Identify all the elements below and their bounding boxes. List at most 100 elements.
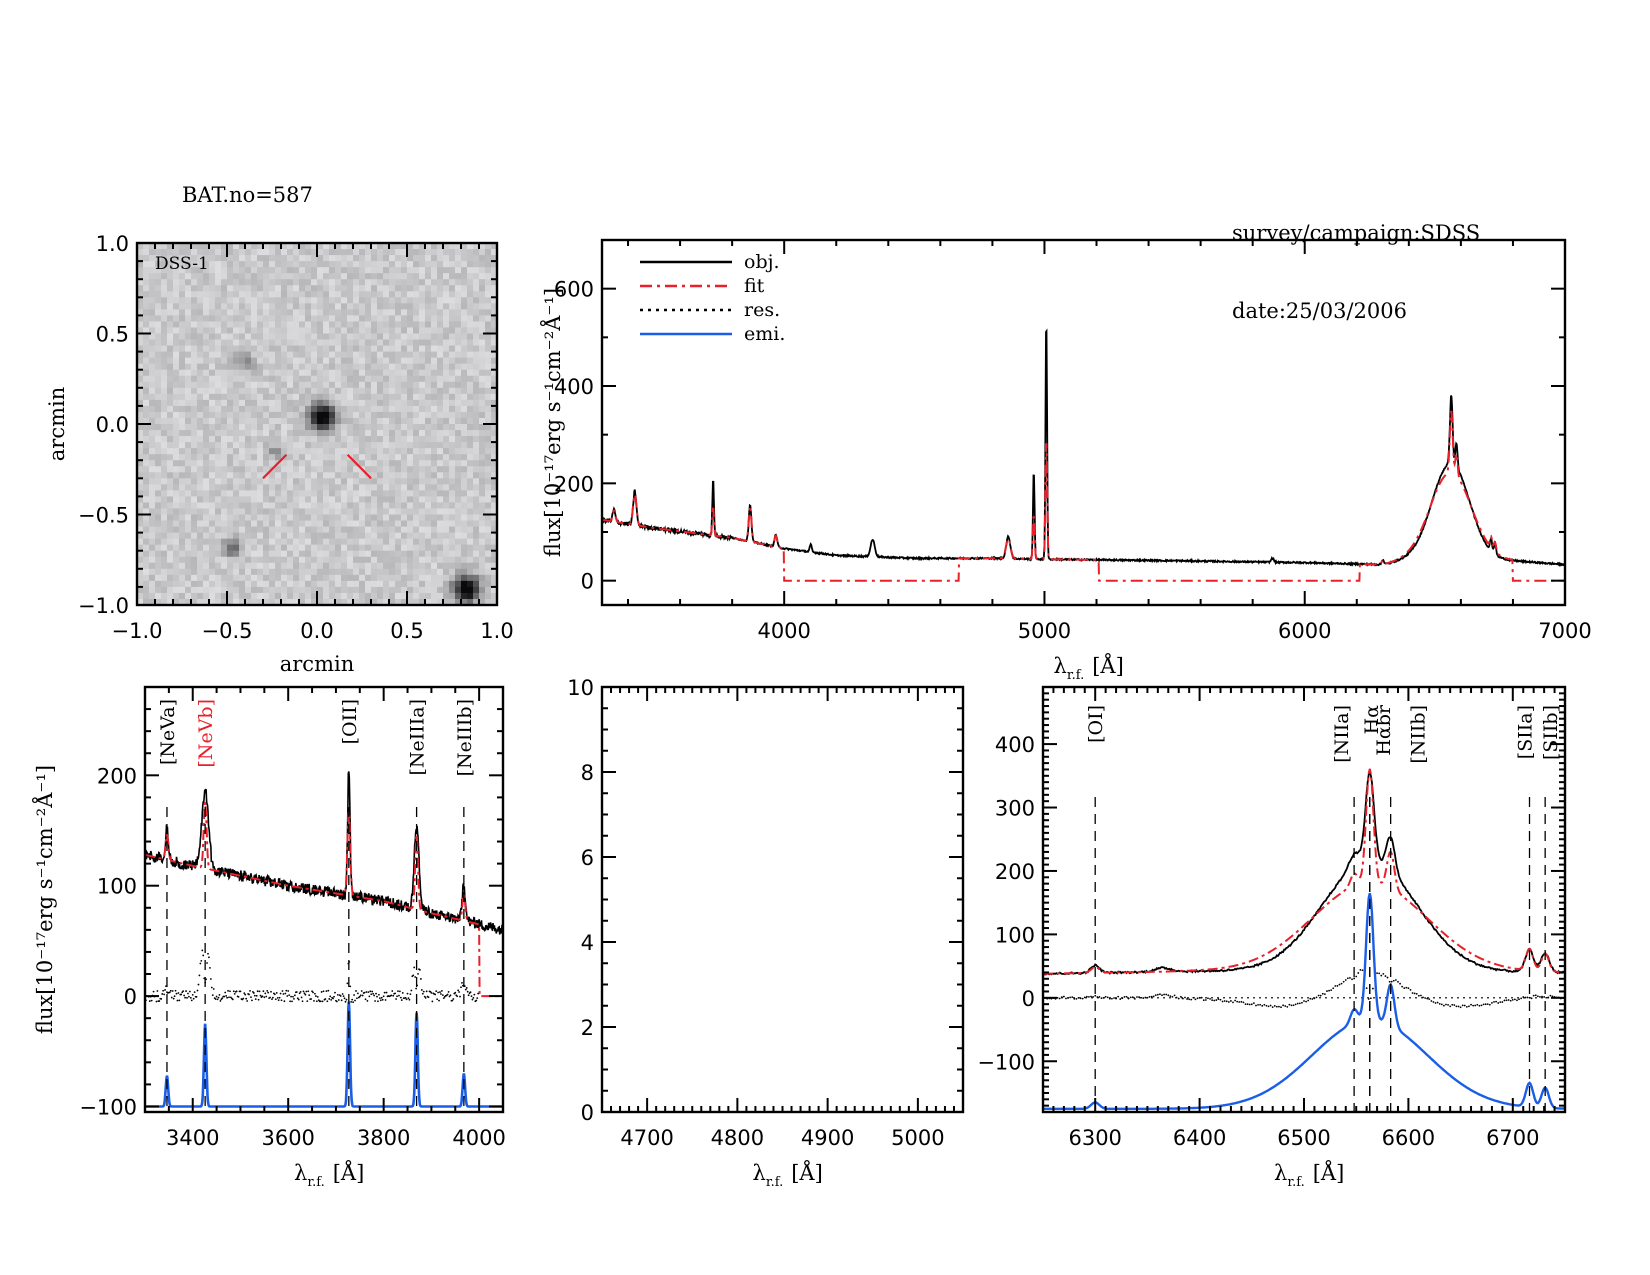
image-pixel bbox=[215, 273, 222, 280]
image-pixel bbox=[329, 279, 336, 286]
image-pixel bbox=[191, 538, 198, 546]
residual-point bbox=[379, 999, 382, 1002]
image-pixel bbox=[341, 411, 348, 419]
image-pixel bbox=[485, 417, 492, 425]
image-pixel bbox=[311, 520, 318, 528]
image-pixel bbox=[203, 598, 210, 606]
residual-point bbox=[233, 992, 236, 995]
image-pixel bbox=[257, 393, 264, 401]
image-pixel bbox=[149, 430, 156, 437]
image-pixel bbox=[461, 520, 468, 528]
image-pixel bbox=[395, 303, 402, 310]
image-pixel bbox=[215, 393, 222, 401]
image-pixel bbox=[287, 562, 294, 570]
image-pixel bbox=[233, 387, 240, 395]
image-pixel bbox=[377, 267, 384, 274]
image-pixel bbox=[383, 321, 390, 329]
image-pixel bbox=[185, 369, 192, 377]
image-pixel bbox=[371, 484, 378, 491]
image-pixel bbox=[293, 502, 300, 510]
image-pixel bbox=[371, 556, 378, 564]
residual-point bbox=[1390, 980, 1393, 983]
image-pixel bbox=[347, 586, 354, 594]
image-pixel bbox=[437, 327, 444, 335]
image-pixel bbox=[377, 544, 384, 552]
residual-point bbox=[417, 973, 419, 975]
image-pixel bbox=[173, 532, 180, 540]
plot-frame bbox=[1041, 685, 1567, 1114]
image-pixel bbox=[245, 243, 252, 250]
residual-point bbox=[1290, 1004, 1293, 1007]
image-pixel bbox=[383, 405, 390, 413]
residual-point bbox=[286, 995, 289, 997]
image-pixel bbox=[137, 369, 144, 377]
image-pixel bbox=[263, 363, 270, 371]
image-pixel bbox=[281, 417, 288, 425]
image-pixel bbox=[215, 532, 222, 540]
image-pixel bbox=[461, 538, 468, 546]
image-pixel bbox=[251, 261, 258, 268]
image-pixel bbox=[437, 417, 444, 425]
image-pixel bbox=[353, 466, 360, 473]
image-pixel bbox=[263, 345, 270, 353]
image-pixel bbox=[407, 442, 414, 449]
residual-point bbox=[1223, 1000, 1226, 1002]
image-pixel bbox=[137, 255, 144, 262]
image-pixel bbox=[467, 375, 474, 383]
image-pixel bbox=[467, 267, 474, 274]
image-pixel bbox=[215, 550, 222, 558]
image-pixel bbox=[347, 243, 354, 250]
residual-point bbox=[1171, 996, 1174, 998]
image-pixel bbox=[419, 387, 426, 395]
residual-point bbox=[448, 995, 451, 998]
image-pixel bbox=[287, 556, 294, 564]
image-pixel bbox=[419, 592, 426, 600]
residual-point bbox=[1482, 1003, 1485, 1006]
image-pixel bbox=[179, 357, 186, 365]
image-pixel bbox=[473, 255, 480, 262]
image-pixel bbox=[401, 333, 408, 341]
image-pixel bbox=[281, 490, 288, 497]
residual-point bbox=[321, 1000, 324, 1003]
image-pixel bbox=[383, 532, 390, 540]
residual-point bbox=[1480, 1004, 1483, 1007]
image-pixel bbox=[227, 496, 234, 504]
image-pixel bbox=[485, 544, 492, 552]
image-pixel bbox=[491, 381, 498, 389]
image-pixel bbox=[341, 279, 348, 286]
image-pixel bbox=[257, 369, 264, 377]
image-pixel bbox=[323, 357, 330, 365]
image-pixel bbox=[275, 303, 282, 310]
image-pixel bbox=[443, 550, 450, 558]
image-pixel bbox=[293, 309, 300, 316]
image-pixel bbox=[227, 472, 234, 479]
image-pixel bbox=[359, 333, 366, 341]
image-pixel bbox=[359, 273, 366, 280]
image-pixel bbox=[275, 369, 282, 377]
residual-point bbox=[1511, 999, 1514, 1001]
image-pixel bbox=[191, 255, 198, 262]
image-pixel bbox=[281, 556, 288, 564]
fit-spectrum-line bbox=[602, 410, 1565, 582]
image-pixel bbox=[359, 267, 366, 274]
image-pixel bbox=[359, 526, 366, 534]
image-pixel bbox=[335, 430, 342, 437]
image-pixel bbox=[209, 417, 216, 425]
image-pixel bbox=[467, 309, 474, 316]
image-pixel bbox=[473, 411, 480, 419]
residual-point bbox=[1104, 995, 1107, 998]
image-pixel bbox=[233, 466, 240, 473]
image-pixel bbox=[215, 448, 222, 455]
image-pixel bbox=[485, 532, 492, 540]
image-pixel bbox=[437, 580, 444, 588]
image-pixel bbox=[491, 339, 498, 347]
image-pixel bbox=[395, 520, 402, 528]
residual-point bbox=[250, 996, 252, 999]
image-pixel bbox=[239, 472, 246, 479]
image-pixel bbox=[323, 315, 330, 323]
image-pixel bbox=[395, 544, 402, 552]
image-pixel bbox=[299, 478, 306, 485]
image-pixel bbox=[395, 424, 402, 431]
residual-point bbox=[1106, 996, 1109, 999]
image-pixel bbox=[467, 345, 474, 353]
